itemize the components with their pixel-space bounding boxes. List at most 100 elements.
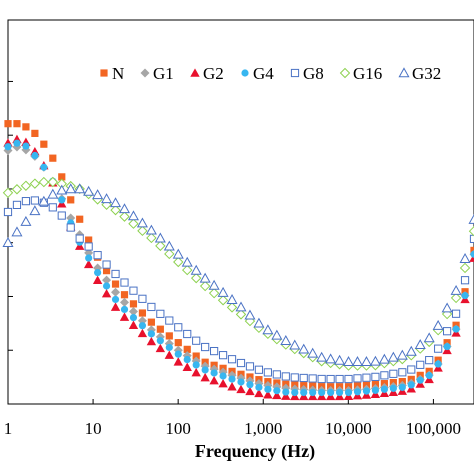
data-point xyxy=(137,328,148,338)
data-point xyxy=(201,342,210,352)
data-point xyxy=(344,388,353,397)
data-point xyxy=(219,372,227,380)
data-point xyxy=(110,197,122,208)
data-point xyxy=(174,350,182,358)
x-tick-label: 1,000 xyxy=(244,419,282,438)
data-point xyxy=(111,295,120,304)
data-point xyxy=(200,372,210,382)
data-point xyxy=(192,352,200,360)
data-point xyxy=(101,288,112,298)
data-point xyxy=(280,335,292,345)
data-point xyxy=(183,329,192,339)
data-point xyxy=(470,250,474,258)
x-tick-label: 10,000 xyxy=(325,419,372,438)
data-point xyxy=(111,287,121,297)
data-point xyxy=(40,140,48,148)
data-point xyxy=(145,224,157,235)
data-point xyxy=(469,234,474,243)
data-point xyxy=(163,240,175,251)
data-point xyxy=(4,143,12,151)
data-point xyxy=(182,362,192,371)
data-point xyxy=(459,262,471,274)
data-point xyxy=(298,343,310,354)
data-point xyxy=(470,246,474,254)
data-point xyxy=(192,361,200,369)
data-point xyxy=(369,355,381,366)
data-point xyxy=(127,210,139,221)
data-point xyxy=(173,256,184,268)
data-point xyxy=(210,346,219,356)
data-point xyxy=(362,373,371,382)
data-point xyxy=(387,351,399,362)
data-point xyxy=(38,195,50,206)
data-point xyxy=(450,292,462,304)
data-point xyxy=(217,286,229,297)
data-point xyxy=(190,264,202,275)
data-point xyxy=(380,371,389,380)
data-point xyxy=(226,302,238,313)
data-point xyxy=(282,388,290,396)
data-point xyxy=(443,327,452,336)
data-point xyxy=(254,388,264,398)
x-tick-label: 10 xyxy=(85,419,102,438)
data-point xyxy=(263,390,273,399)
data-point xyxy=(181,256,193,267)
data-point xyxy=(29,178,41,189)
data-point xyxy=(128,307,138,317)
data-point xyxy=(138,309,147,317)
data-point xyxy=(173,357,183,366)
data-point xyxy=(129,286,138,295)
data-point xyxy=(192,336,201,345)
data-point xyxy=(102,260,111,269)
data-point xyxy=(246,381,254,389)
data-point xyxy=(47,188,59,199)
data-point xyxy=(316,351,328,362)
data-point xyxy=(183,345,191,353)
data-point xyxy=(29,205,41,216)
data-point xyxy=(307,347,319,358)
data-point xyxy=(416,360,425,369)
data-point xyxy=(102,267,111,275)
data-point xyxy=(84,248,94,258)
data-point xyxy=(226,294,238,304)
data-point xyxy=(165,316,174,325)
data-point xyxy=(398,368,407,377)
legend-label: G2 xyxy=(203,64,224,83)
data-point xyxy=(156,309,165,318)
data-point xyxy=(308,374,317,383)
legend-marker xyxy=(241,69,249,77)
data-point xyxy=(441,302,453,313)
data-point xyxy=(49,154,57,162)
data-point xyxy=(3,207,13,217)
data-point xyxy=(378,353,390,364)
legend-label: G16 xyxy=(353,64,382,83)
series-g16 xyxy=(2,176,474,371)
data-point xyxy=(236,384,246,394)
data-point xyxy=(271,329,283,340)
data-point xyxy=(398,383,406,391)
series-g8 xyxy=(3,196,474,384)
data-point xyxy=(389,384,397,392)
series-g32 xyxy=(2,183,474,367)
data-point xyxy=(129,300,138,308)
data-point xyxy=(111,269,120,279)
data-point xyxy=(335,388,344,397)
data-point xyxy=(389,369,398,378)
data-point xyxy=(335,374,344,384)
data-point xyxy=(237,378,245,386)
series-n xyxy=(4,120,474,391)
data-point xyxy=(263,368,272,377)
data-point xyxy=(416,376,424,384)
data-point xyxy=(272,370,281,379)
data-point xyxy=(210,369,218,377)
data-point xyxy=(111,280,120,288)
legend-marker xyxy=(290,68,300,78)
data-point xyxy=(47,176,59,188)
data-point xyxy=(20,215,32,226)
data-point xyxy=(434,344,443,353)
data-point xyxy=(137,225,148,237)
data-point xyxy=(327,388,335,397)
data-point xyxy=(380,385,388,393)
data-point xyxy=(120,291,129,299)
data-point xyxy=(182,264,193,276)
